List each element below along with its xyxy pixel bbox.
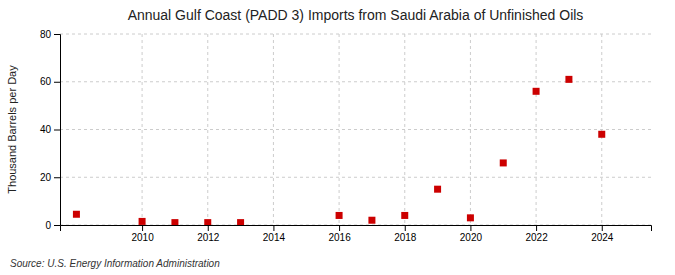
tick-mark xyxy=(273,225,274,231)
tick: 40 xyxy=(40,124,60,135)
tick-label: 80 xyxy=(40,29,52,40)
point xyxy=(467,214,474,221)
tick: 2018 xyxy=(394,225,417,243)
tick-label: 2018 xyxy=(394,232,417,243)
tick-mark xyxy=(339,225,340,231)
point xyxy=(368,217,375,224)
point xyxy=(565,76,572,83)
tick-label: 40 xyxy=(40,124,52,135)
y-axis-line xyxy=(54,35,61,226)
grid-line xyxy=(601,34,602,225)
grid-line xyxy=(404,34,405,225)
title: Annual Gulf Coast (PADD 3) Imports from … xyxy=(128,7,584,23)
tick-label: 60 xyxy=(40,76,52,87)
point xyxy=(73,211,80,218)
tick: 2016 xyxy=(328,225,351,243)
point xyxy=(500,159,507,166)
tick-label: 2012 xyxy=(197,232,220,243)
tick-label: 2010 xyxy=(131,232,154,243)
grid-line xyxy=(470,34,471,225)
annotation: Source: U.S. Energy Information Administ… xyxy=(10,258,220,269)
point xyxy=(434,186,441,193)
tick-mark xyxy=(54,82,60,83)
tick-mark xyxy=(405,225,406,231)
tick: 2010 xyxy=(131,225,154,243)
point xyxy=(237,219,244,225)
tick: 2020 xyxy=(460,225,483,243)
tick-label: 2024 xyxy=(591,232,614,243)
tick-label: 2014 xyxy=(263,232,286,243)
tick-label: 2016 xyxy=(328,232,351,243)
tick-mark xyxy=(602,225,603,231)
tick-label: 2022 xyxy=(525,232,548,243)
point xyxy=(598,131,605,138)
y-axis-title: Thousand Barrels per Day xyxy=(6,65,18,194)
tick: 2014 xyxy=(263,225,286,243)
tick: 2024 xyxy=(591,225,614,243)
point xyxy=(336,212,343,219)
tick: 80 xyxy=(40,29,60,40)
tick-mark xyxy=(470,225,471,231)
plot: 2010 2012 2014 2016 2018 2020 2022 2024 0 20 40 60 8… xyxy=(40,29,652,243)
tick-label: 2020 xyxy=(460,232,483,243)
tick: 20 xyxy=(40,172,60,183)
grid-line xyxy=(142,34,143,225)
points xyxy=(73,76,605,225)
x-axis-line xyxy=(61,226,652,232)
grid-line xyxy=(60,129,651,130)
grid xyxy=(60,34,651,225)
tick-label: 20 xyxy=(40,172,52,183)
tick-mark xyxy=(142,225,143,231)
point xyxy=(139,218,146,225)
grid-line xyxy=(60,177,651,178)
tick: 60 xyxy=(40,76,60,87)
tick-mark xyxy=(54,130,60,131)
point xyxy=(533,88,540,95)
point xyxy=(401,212,408,219)
point xyxy=(204,219,211,225)
chart: 2010 2012 2014 2016 2018 2020 2022 2024 0 20 40 60 8… xyxy=(0,0,675,275)
grid-line xyxy=(207,34,208,225)
grid-line xyxy=(60,34,651,35)
tick-mark xyxy=(54,34,60,35)
tick-mark xyxy=(208,225,209,231)
tick: 2012 xyxy=(197,225,220,243)
grid-line xyxy=(60,81,651,82)
grid-line xyxy=(273,34,274,225)
grid-line xyxy=(536,34,537,225)
x-axis: 2010 2012 2014 2016 2018 2020 2022 2024 xyxy=(61,225,652,243)
tick: 0 xyxy=(45,220,60,231)
tick-label: 0 xyxy=(45,220,51,231)
y-axis: 0 20 40 60 80 xyxy=(40,29,61,231)
tick: 2022 xyxy=(525,225,548,243)
point xyxy=(171,219,178,225)
grid-line xyxy=(339,34,340,225)
tick-mark xyxy=(54,177,60,178)
tick-mark xyxy=(536,225,537,231)
tick-mark xyxy=(54,225,60,226)
